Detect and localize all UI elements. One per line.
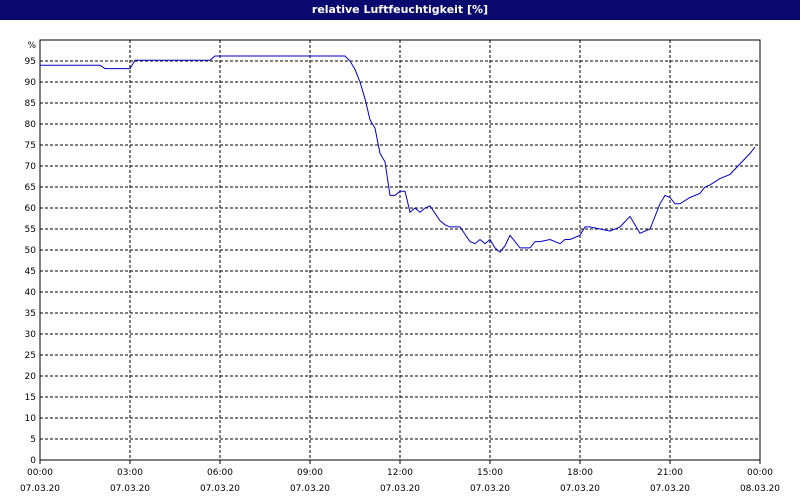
y-tick-label: 15	[25, 393, 36, 403]
x-tick-time-label: 00:00	[747, 468, 773, 478]
y-tick-label: 55	[25, 225, 36, 235]
chart-title: relative Luftfeuchtigkeit [%]	[311, 3, 489, 16]
y-tick-label: 95	[25, 57, 36, 67]
plot-area-frame	[39, 39, 761, 461]
x-tick-date-label: 07.03.20	[470, 484, 510, 494]
x-tick-time-label: 15:00	[477, 468, 503, 478]
x-tick-date-label: 07.03.20	[650, 484, 690, 494]
y-tick-label: 0	[30, 456, 36, 466]
x-tick-date-label: 07.03.20	[290, 484, 330, 494]
x-tick-date-label: 07.03.20	[560, 484, 600, 494]
y-tick-label: 90	[25, 78, 37, 88]
y-tick-label: 45	[25, 267, 36, 277]
x-tick-time-label: 03:00	[117, 468, 143, 478]
x-tick-date-label: 07.03.20	[200, 484, 240, 494]
y-tick-label: 5	[30, 435, 36, 445]
y-tick-label: 20	[25, 372, 37, 382]
x-tick-date-label: 07.03.20	[110, 484, 150, 494]
y-tick-label: 75	[25, 141, 36, 151]
humidity-series-line	[40, 55, 756, 253]
x-tick-time-label: 00:00	[27, 468, 53, 478]
x-tick-time-label: 18:00	[567, 468, 593, 478]
y-tick-label: 10	[25, 414, 37, 424]
y-tick-label: 40	[25, 288, 37, 298]
x-tick-date-label: 08.03.20	[740, 484, 780, 494]
y-tick-label: 85	[25, 99, 36, 109]
humidity-line-chart: 0 5 10 15 20 25 30 35 40 45 50 55 60 65 70 75 80 85 90 95% 0…	[20, 39, 780, 494]
y-tick-label: 65	[25, 183, 36, 193]
y-axis-unit-label: %	[27, 41, 36, 51]
y-tick-label: 35	[25, 309, 36, 319]
y-tick-label: 50	[25, 246, 37, 256]
x-tick-time-label: 12:00	[387, 468, 413, 478]
x-tick-date-label: 07.03.20	[380, 484, 420, 494]
x-tick-time-label: 09:00	[297, 468, 323, 478]
y-tick-label: 80	[25, 120, 37, 130]
y-tick-label: 25	[25, 351, 36, 361]
y-tick-label: 70	[25, 162, 37, 172]
y-tick-label: 30	[25, 330, 37, 340]
x-tick-time-label: 21:00	[657, 468, 683, 478]
chart-title-bar: relative Luftfeuchtigkeit [%]	[0, 0, 800, 20]
x-tick-date-label: 07.03.20	[20, 484, 60, 494]
x-tick-time-label: 06:00	[207, 468, 233, 478]
y-tick-label: 60	[25, 204, 37, 214]
